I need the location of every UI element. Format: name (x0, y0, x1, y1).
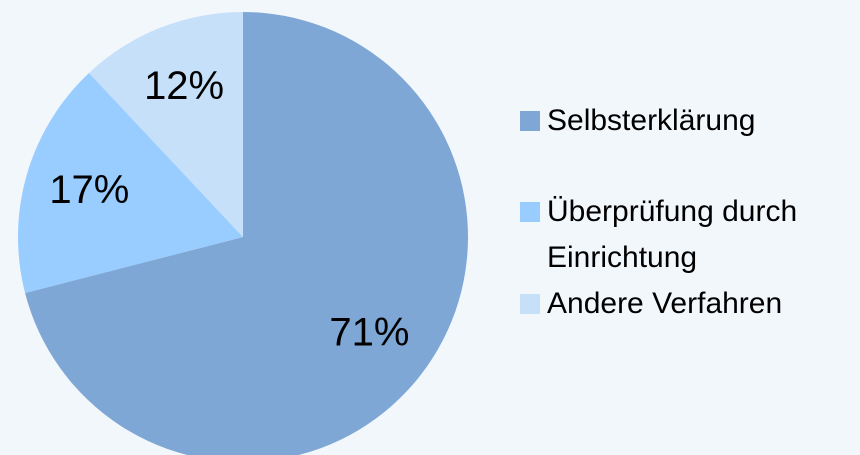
chart: 71% 17% 12% (18, 12, 468, 455)
legend-item: Selbsterklärung (520, 98, 850, 144)
data-label: 17% (49, 168, 129, 212)
legend-label: Überprüfung durch Einrichtung (547, 195, 798, 274)
legend-label: Selbsterklärung (547, 104, 756, 137)
pie-slice (25, 12, 468, 455)
legend-swatch (520, 294, 540, 314)
legend-swatch (520, 202, 540, 222)
legend: Selbsterklärung Überprüfung durch Einrich… (520, 98, 850, 327)
legend-item: Überprüfung durch Einrichtung (520, 189, 850, 281)
pie-slice (88, 12, 243, 237)
legend-item: Andere Verfahren (520, 281, 850, 327)
data-label: 12% (144, 64, 224, 108)
legend-label: Andere Verfahren (547, 287, 783, 320)
data-label: 71% (329, 311, 409, 355)
pie-slice (18, 72, 244, 293)
legend-swatch (520, 111, 540, 131)
